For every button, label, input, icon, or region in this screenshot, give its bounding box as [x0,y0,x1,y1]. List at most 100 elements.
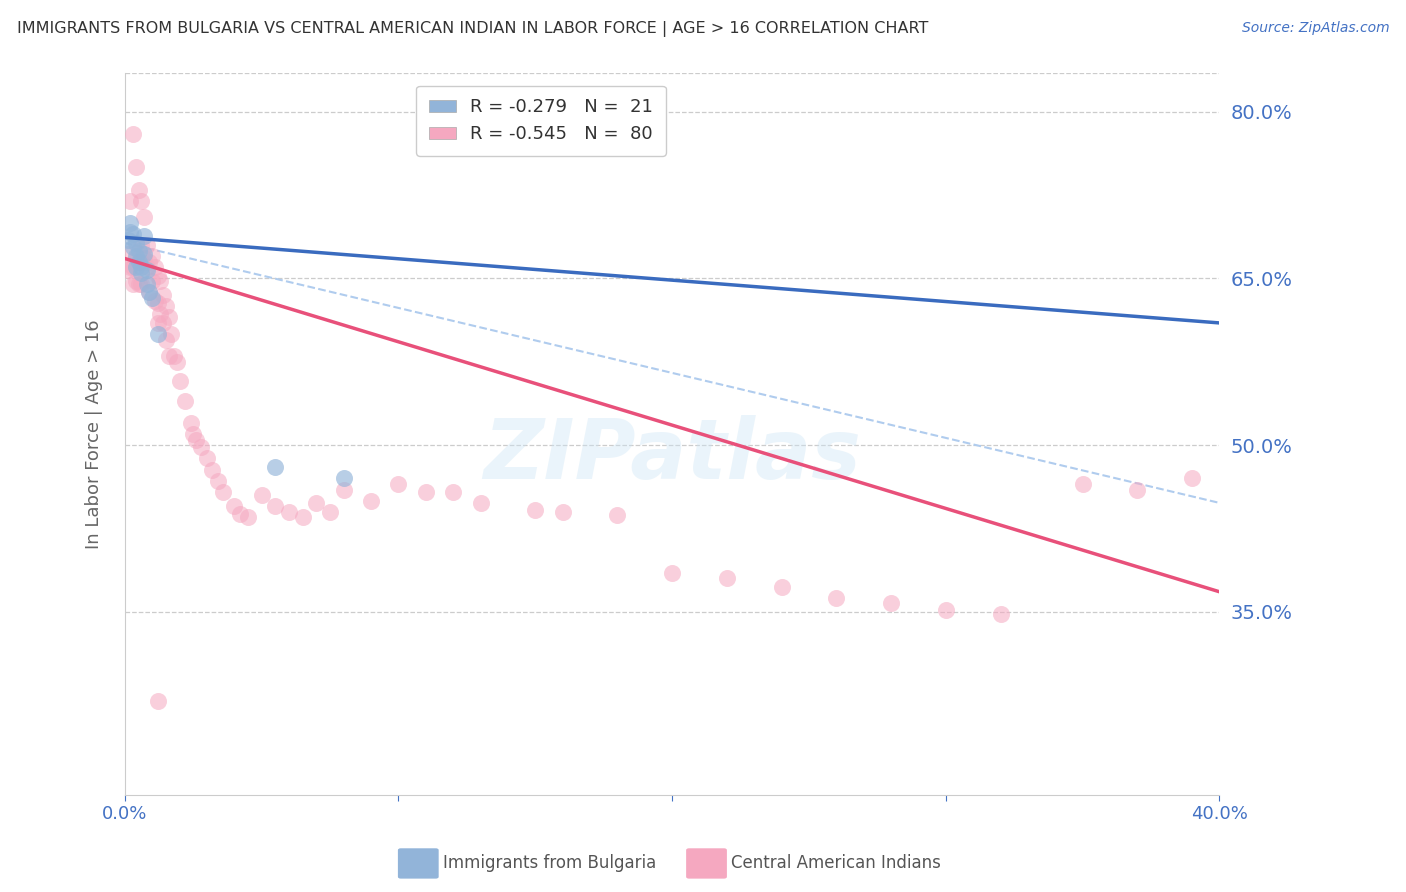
Point [174,393,197,408]
Point [149,307,172,321]
Point [122,240,145,254]
Point [149,274,172,288]
Point [146,326,169,341]
Point [224,500,246,514]
Point [135,260,157,275]
Point [1071,477,1094,491]
Point [190,441,212,455]
Point [125,249,148,263]
Point [470,496,492,510]
Point [250,488,273,502]
Point [138,285,160,299]
Point [122,227,145,241]
Point [1126,483,1149,497]
Point [825,591,848,606]
Point [716,571,738,585]
Point [146,296,169,310]
Point [1181,471,1204,485]
Point [155,299,177,313]
Point [117,262,139,277]
Point [152,316,174,330]
Point [117,233,139,247]
Point [990,607,1012,621]
Point [195,451,218,466]
Point [122,277,145,291]
Point [125,235,148,250]
Point [169,374,191,388]
Point [135,262,157,277]
Point [935,602,957,616]
Point [163,349,186,363]
Point [155,333,177,347]
Point [125,252,148,266]
Point [181,427,204,442]
Text: Immigrants from Bulgaria: Immigrants from Bulgaria [443,855,657,872]
Text: IMMIGRANTS FROM BULGARIA VS CENTRAL AMERICAN INDIAN IN LABOR FORCE | AGE > 16 CO: IMMIGRANTS FROM BULGARIA VS CENTRAL AMER… [17,21,928,37]
Point [441,484,464,499]
Point [184,433,207,447]
Point [143,260,166,275]
Point [264,460,287,475]
Point [120,225,142,239]
Point [143,293,166,308]
Point [129,194,152,208]
Point [387,477,409,491]
Point [264,500,287,514]
Point [120,194,142,208]
Point [129,260,152,275]
Point [135,238,157,252]
Point [129,277,152,291]
Point [551,505,574,519]
Point [606,508,628,522]
Point [152,288,174,302]
Point [524,502,547,516]
Point [128,244,150,258]
Point [661,566,683,580]
Point [122,127,145,141]
Y-axis label: In Labor Force | Age > 16: In Labor Force | Age > 16 [86,319,103,549]
Point [125,274,148,288]
Point [236,510,259,524]
Point [125,260,148,275]
Point [332,483,354,497]
Point [128,183,150,197]
Point [305,496,328,510]
Point [120,260,142,275]
Point [157,349,180,363]
Point [201,462,224,476]
Point [146,269,169,284]
Point [128,277,150,291]
Point [128,255,150,269]
Point [278,505,301,519]
Point [360,493,382,508]
Point [291,510,314,524]
Point [125,161,148,175]
Text: ZIPatlas: ZIPatlas [484,415,860,496]
Text: Source: ZipAtlas.com: Source: ZipAtlas.com [1241,21,1389,35]
Point [129,255,152,269]
Text: Central American Indians: Central American Indians [731,855,941,872]
Point [179,416,201,430]
Point [132,211,155,225]
Point [141,292,163,306]
Point [207,474,229,488]
Point [141,274,163,288]
Point [319,505,342,519]
Point [166,355,188,369]
Point [129,266,152,280]
Point [117,247,139,261]
Point [770,580,793,594]
Point [141,249,163,263]
Point [157,310,180,325]
Point [146,316,169,330]
Point [129,238,152,252]
Point [229,507,252,521]
Legend: R = -0.279   N =  21, R = -0.545   N =  80: R = -0.279 N = 21, R = -0.545 N = 80 [416,86,665,156]
Point [212,484,235,499]
Point [138,285,160,299]
Point [135,277,157,291]
Point [120,216,142,230]
Point [132,252,155,266]
Point [132,229,155,244]
Point [332,471,354,485]
